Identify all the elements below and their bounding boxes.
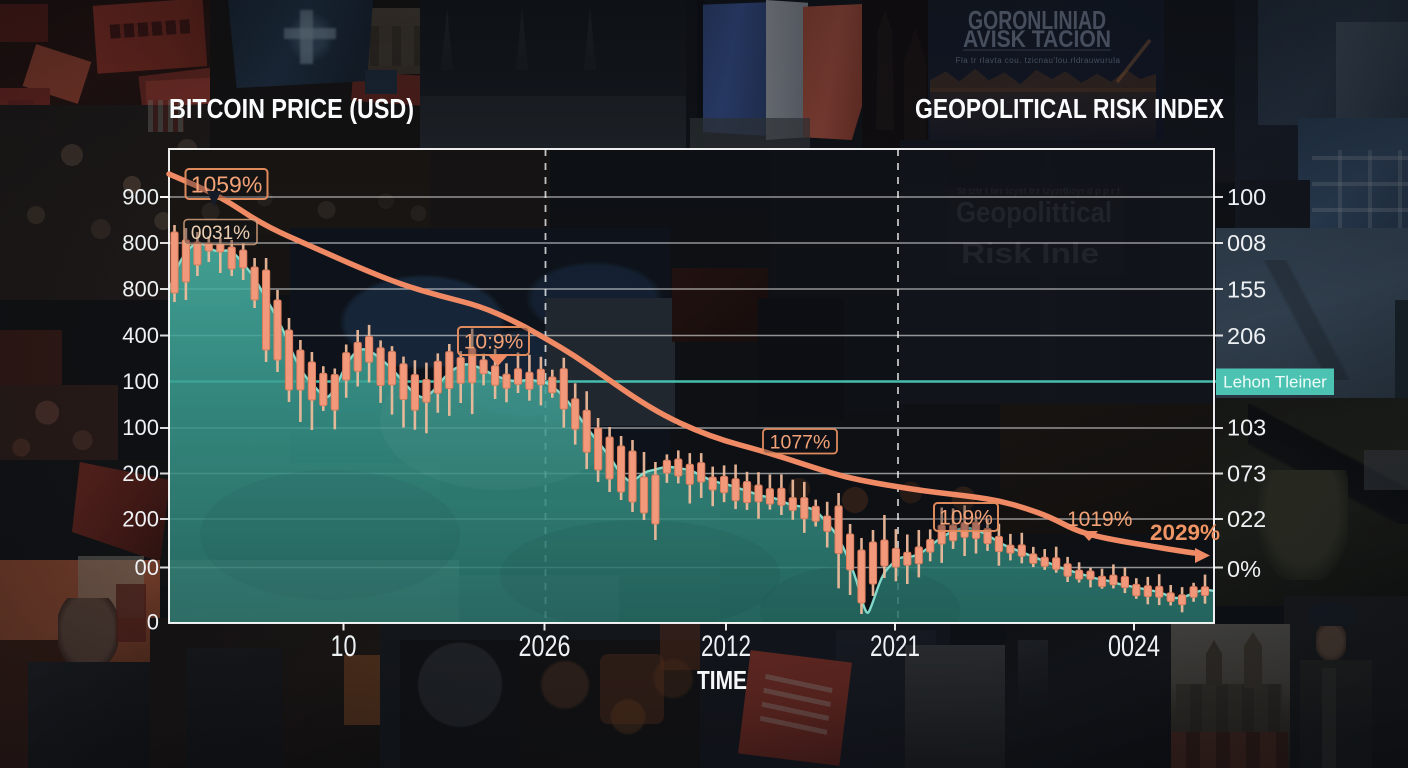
svg-text:109%: 109% [939,507,993,530]
svg-text:0031%: 0031% [191,223,250,244]
svg-text:Lehon Tleiner: Lehon Tleiner [1223,373,1327,392]
svg-text:GORONLINIAD: GORONLINIAD [968,5,1106,35]
svg-text:0: 0 [147,610,159,635]
svg-text:100: 100 [122,415,159,440]
svg-text:2029%: 2029% [1150,520,1220,545]
svg-text:022: 022 [1227,506,1266,532]
svg-text:008: 008 [1227,230,1266,256]
svg-text:10:9%: 10:9% [464,331,524,354]
svg-text:200: 200 [122,461,159,486]
svg-text:1077%: 1077% [770,431,831,453]
svg-text:St tztr t brr tcyst trz tzyzrt: St tztr t brr tcyst trz tzyzrtbzyr d p p… [957,186,1120,196]
svg-text:103: 103 [1227,415,1266,441]
svg-text:00: 00 [135,555,159,580]
svg-text:1059%: 1059% [191,171,263,197]
svg-text:Fla tr rlavta cou. tzicnau'lou: Fla tr rlavta cou. tzicnau'lou.rldrauwur… [956,56,1121,65]
svg-text:400: 400 [122,323,159,348]
svg-text:100: 100 [122,369,159,394]
svg-text:800: 800 [122,231,159,256]
svg-text:0024: 0024 [1108,630,1160,663]
svg-text:2012: 2012 [701,630,751,663]
svg-text:200: 200 [122,507,159,532]
svg-text:800: 800 [122,277,159,302]
svg-text:GEOPOLITICAL RISK INDEX: GEOPOLITICAL RISK INDEX [915,93,1224,124]
svg-text:BITCOIN PRICE (USD): BITCOIN PRICE (USD) [169,93,414,124]
svg-text:Geopolittical: Geopolittical [956,197,1112,229]
svg-text:AVISK TACION: AVISK TACION [963,26,1111,53]
svg-text:0%: 0% [1227,556,1261,582]
svg-text:2021: 2021 [870,630,920,663]
svg-text:100: 100 [1227,184,1266,210]
svg-text:206: 206 [1227,323,1266,349]
svg-text:073: 073 [1227,461,1266,487]
svg-text:2026: 2026 [519,630,571,663]
svg-text:1019%: 1019% [1067,508,1132,531]
svg-text:10: 10 [331,630,357,663]
svg-text:TIME: TIME [697,665,747,695]
svg-text:155: 155 [1227,277,1266,303]
svg-text:900: 900 [122,185,159,210]
